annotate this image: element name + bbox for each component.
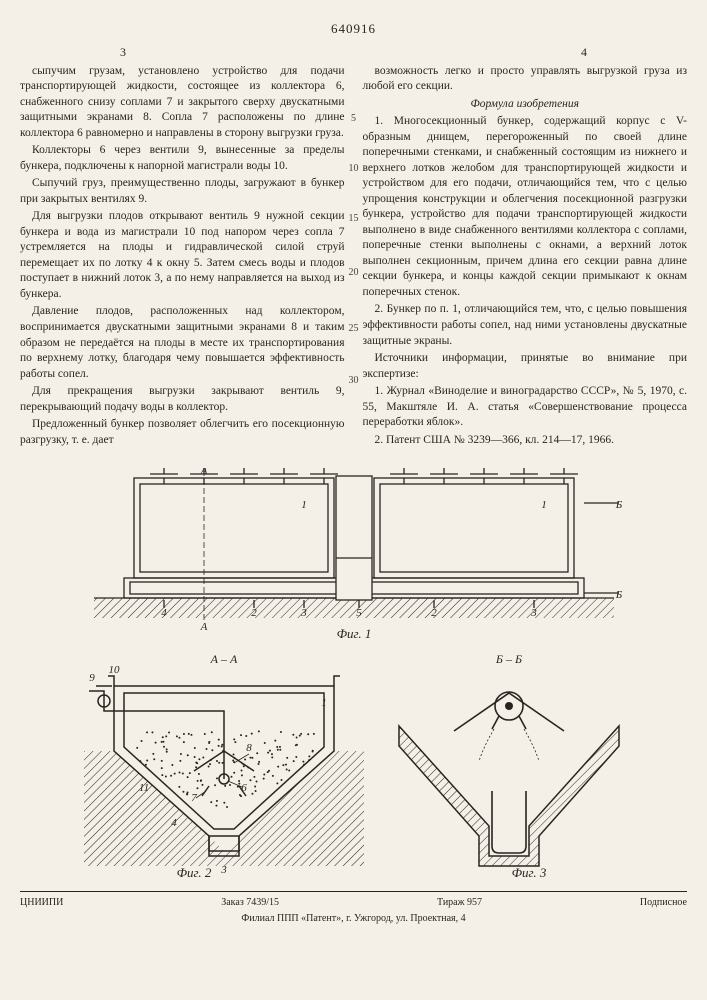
- figure-3: Б – Б Фиг. 3: [384, 651, 634, 881]
- svg-text:Б – Б: Б – Б: [494, 652, 521, 666]
- left-column: сыпучим грузам, установлено устройство д…: [20, 64, 345, 450]
- svg-text:Фиг. 2: Фиг. 2: [176, 865, 211, 880]
- col-left-no: 3: [120, 44, 126, 60]
- row-marker: 20: [349, 266, 359, 280]
- svg-text:1: 1: [301, 499, 307, 511]
- figure-2: А – А91081764311Фиг. 2: [74, 651, 374, 881]
- figure-1: 11ААББ423523Фиг. 1: [74, 468, 634, 643]
- footer-order: Заказ 7439/15: [221, 896, 279, 910]
- left-para: Предложенный бункер позволяет облегчить …: [20, 417, 345, 448]
- svg-text:Фиг. 1: Фиг. 1: [336, 626, 371, 641]
- svg-text:2: 2: [251, 607, 257, 619]
- figures-block: 11ААББ423523Фиг. 1 А – А91081764311Фиг. …: [20, 468, 687, 881]
- sources-heading: Источники информации, принятые во вниман…: [363, 351, 688, 382]
- footer-org: ЦНИИПИ: [20, 896, 63, 910]
- svg-text:Б: Б: [614, 499, 622, 511]
- svg-text:5: 5: [356, 607, 362, 619]
- svg-text:3: 3: [530, 607, 537, 619]
- svg-text:Фиг. 3: Фиг. 3: [511, 865, 546, 880]
- svg-text:3: 3: [220, 864, 227, 876]
- left-para: Коллекторы 6 через вентили 9, вынесенные…: [20, 143, 345, 174]
- footer-line2: Филиал ППП «Патент», г. Ужгород, ул. Про…: [20, 912, 687, 926]
- left-para: Давление плодов, расположенных над колле…: [20, 304, 345, 382]
- svg-text:3: 3: [300, 607, 307, 619]
- left-para: Для выгрузки плодов открывают вентиль 9 …: [20, 209, 345, 302]
- svg-text:1: 1: [541, 499, 547, 511]
- svg-text:Б: Б: [614, 589, 622, 601]
- footer-tirazh: Тираж 957: [437, 896, 482, 910]
- right-column: возможность легко и просто управлять выг…: [363, 64, 688, 450]
- col-right-no: 4: [581, 44, 587, 60]
- row-marker: 30: [349, 374, 359, 388]
- left-para: сыпучим грузам, установлено устройство д…: [20, 64, 345, 142]
- svg-text:А – А: А – А: [209, 652, 237, 666]
- svg-text:8: 8: [246, 742, 252, 754]
- left-para: Сыпучий груз, преимущественно плоды, заг…: [20, 176, 345, 207]
- svg-text:4: 4: [161, 607, 167, 619]
- right-intro: возможность легко и просто управлять выг…: [363, 64, 688, 95]
- row-marker: 15: [349, 212, 359, 226]
- claim-2: 2. Бункер по п. 1, отличающийся тем, что…: [363, 302, 688, 349]
- footer-sub: Подписное: [640, 896, 687, 910]
- svg-text:4: 4: [171, 817, 177, 829]
- patent-number: 640916: [20, 20, 687, 38]
- formula-heading: Формула изобретения: [363, 97, 688, 113]
- svg-text:9: 9: [89, 672, 95, 684]
- fig23-row: А – А91081764311Фиг. 2 Б – БФиг. 3: [20, 651, 687, 881]
- claim-1: 1. Многосекционный бункер, содержащий ко…: [363, 114, 688, 300]
- row-marker: 10: [349, 162, 359, 176]
- svg-text:2: 2: [431, 607, 437, 619]
- left-para: Для прекращения выгрузки закрывают венти…: [20, 384, 345, 415]
- fig1-row: 11ААББ423523Фиг. 1: [20, 468, 687, 643]
- svg-text:11: 11: [138, 782, 148, 794]
- svg-text:1: 1: [321, 697, 327, 709]
- row-marker: 25: [349, 322, 359, 336]
- source-1: 1. Журнал «Виноделие и виноградарство СС…: [363, 384, 688, 431]
- column-numbers: 3 4: [20, 44, 687, 60]
- svg-text:10: 10: [108, 664, 120, 676]
- footer-line1: ЦНИИПИ Заказ 7439/15 Тираж 957 Подписное: [20, 891, 687, 910]
- patent-page: 640916 3 4 51015202530 сыпучим грузам, у…: [20, 20, 687, 925]
- source-2: 2. Патент США № 3239—366, кл. 214—17, 19…: [363, 433, 688, 449]
- text-columns: 5 10 15 20 25 30 сыпучим грузам, установлено …: [20, 64, 687, 450]
- row-marker: 5: [351, 112, 356, 126]
- svg-text:А: А: [199, 621, 207, 633]
- svg-text:6: 6: [241, 782, 247, 794]
